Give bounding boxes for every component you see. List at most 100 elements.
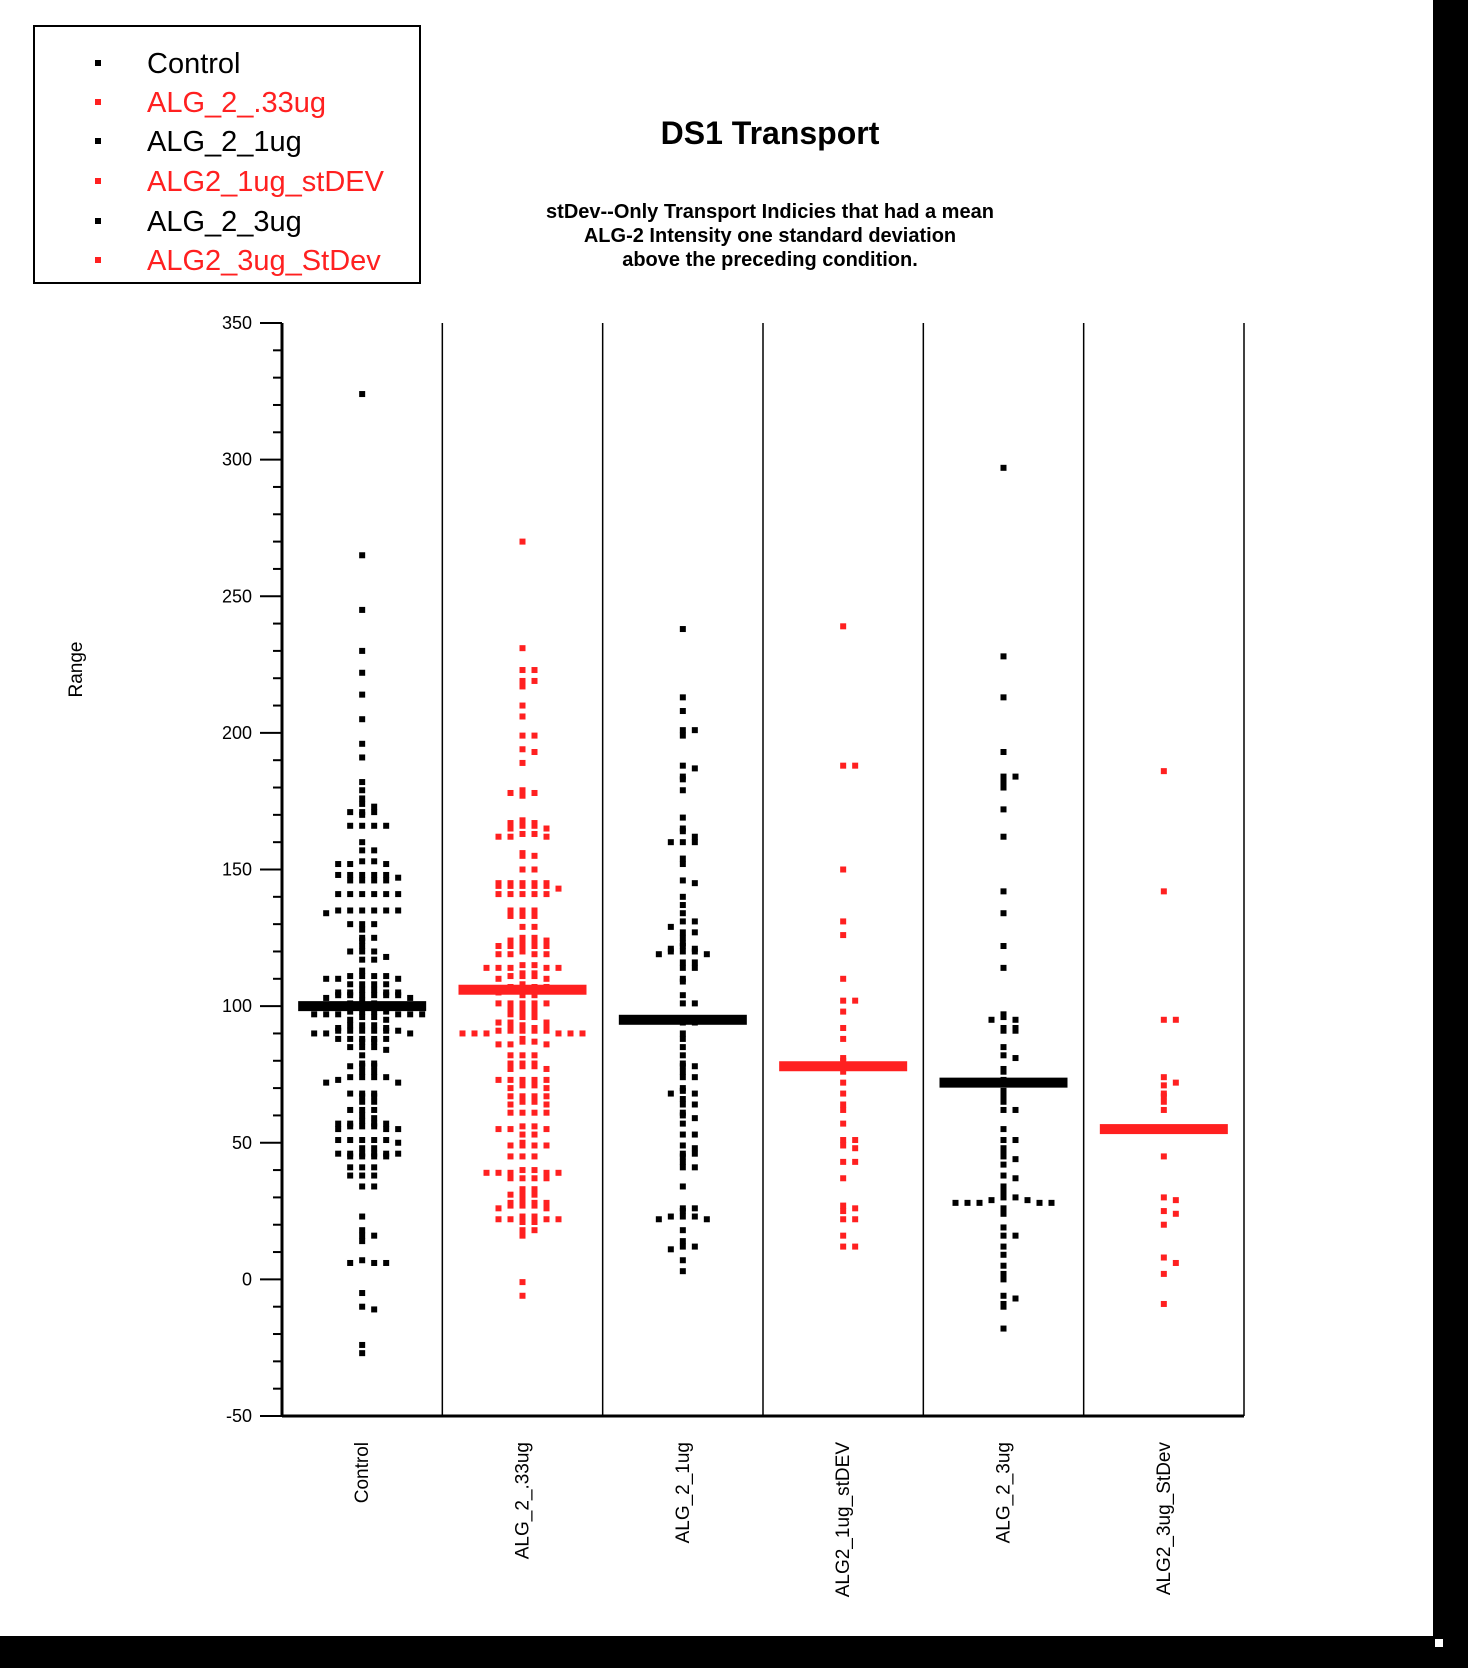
data-point	[395, 874, 402, 881]
data-point	[519, 943, 526, 950]
data-point	[531, 1076, 538, 1083]
data-point	[543, 1085, 550, 1092]
y-axis-label: Range	[66, 642, 87, 698]
data-point	[1160, 1254, 1167, 1261]
data-point	[679, 1131, 686, 1138]
data-point	[531, 1213, 538, 1220]
data-point	[311, 1030, 318, 1037]
data-point	[459, 1030, 466, 1037]
data-point	[679, 694, 686, 701]
data-point	[359, 1008, 366, 1015]
data-point	[519, 713, 526, 720]
data-point	[840, 1175, 847, 1182]
data-point	[691, 1213, 698, 1220]
y-tick-label: -50	[226, 1406, 252, 1426]
data-point	[519, 1000, 526, 1007]
data-point	[531, 973, 538, 980]
data-point	[1160, 1106, 1167, 1113]
data-point	[1160, 888, 1167, 895]
data-point	[543, 1093, 550, 1100]
y-tick-label: 350	[222, 313, 252, 333]
data-point	[1012, 1016, 1019, 1023]
data-point	[371, 858, 378, 865]
data-point	[507, 1019, 514, 1026]
data-point	[1000, 888, 1007, 895]
data-point	[840, 1208, 847, 1215]
data-point	[335, 907, 342, 914]
data-point	[1000, 1270, 1007, 1277]
data-point	[679, 776, 686, 783]
data-point	[323, 910, 330, 917]
data-point	[519, 1175, 526, 1182]
data-point	[519, 667, 526, 674]
data-point	[840, 1068, 847, 1075]
data-point	[347, 1008, 354, 1015]
data-point	[395, 1027, 402, 1034]
data-point	[383, 1035, 390, 1042]
data-point	[531, 1142, 538, 1149]
data-point	[347, 1035, 354, 1042]
data-point	[531, 677, 538, 684]
data-point	[691, 1074, 698, 1081]
y-tick-label: 0	[242, 1269, 252, 1289]
data-point	[519, 1052, 526, 1059]
data-point	[383, 861, 390, 868]
data-point	[531, 891, 538, 898]
data-point	[359, 1137, 366, 1144]
data-point	[555, 964, 562, 971]
data-point	[507, 943, 514, 950]
data-point	[543, 1216, 550, 1223]
data-point	[679, 893, 686, 900]
data-point	[679, 1000, 686, 1007]
data-point	[519, 1153, 526, 1160]
data-point	[383, 1153, 390, 1160]
data-point	[1000, 1303, 1007, 1310]
data-point	[371, 1063, 378, 1070]
data-point	[691, 1101, 698, 1108]
data-point	[531, 1098, 538, 1105]
data-point	[507, 1101, 514, 1108]
mean-bar	[939, 1077, 1068, 1088]
data-point	[507, 1153, 514, 1160]
data-point	[976, 1199, 983, 1206]
data-point	[359, 754, 366, 761]
data-point	[359, 1213, 366, 1220]
data-point	[371, 871, 378, 878]
data-point	[679, 708, 686, 715]
data-point	[519, 677, 526, 684]
data-point	[323, 994, 330, 1001]
data-point	[519, 962, 526, 969]
data-point	[407, 994, 414, 1001]
data-point	[543, 1205, 550, 1212]
data-point	[1000, 1325, 1007, 1332]
data-point	[691, 964, 698, 971]
data-point	[507, 1169, 514, 1176]
data-point	[703, 1216, 710, 1223]
data-point	[691, 727, 698, 734]
data-point	[395, 975, 402, 982]
data-point	[1012, 1027, 1019, 1034]
data-point	[679, 964, 686, 971]
data-point	[1000, 910, 1007, 917]
data-point	[359, 1022, 366, 1029]
data-point	[691, 833, 698, 840]
data-point	[383, 1027, 390, 1034]
data-point	[347, 822, 354, 829]
data-point	[347, 1172, 354, 1179]
data-point	[495, 1027, 502, 1034]
data-point	[383, 1259, 390, 1266]
legend-label-alg2-1ug: ALG_2_1ug	[147, 126, 302, 158]
data-point	[347, 1016, 354, 1023]
data-point	[1000, 1093, 1007, 1100]
data-point	[507, 1011, 514, 1018]
data-point	[395, 907, 402, 914]
data-point	[1160, 1016, 1167, 1023]
data-point	[359, 787, 366, 794]
resize-grip[interactable]	[1434, 1638, 1444, 1648]
data-point	[1012, 1194, 1019, 1201]
chart-subtitle-line-1: stDev--Only Transport Indicies that had …	[546, 201, 994, 223]
data-point	[655, 951, 662, 958]
x-tick-label: Control	[352, 1442, 373, 1503]
data-point	[519, 1008, 526, 1015]
data-point	[519, 1038, 526, 1045]
